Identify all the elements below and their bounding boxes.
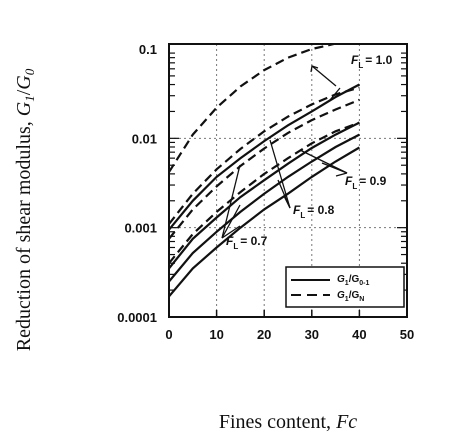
x-tick-label: 0 [165,327,172,342]
series-g0-1-07 [169,146,360,298]
x-tick-label: 40 [352,327,366,342]
annotation-arrows [221,65,348,239]
legend-box [285,266,405,308]
annotation-fl09: FL = 0.9 [345,174,387,191]
y-tick-label: 0.001 [124,221,157,236]
arrow-fl10-head [310,65,319,73]
series-g0-1-08 [169,133,360,283]
y-tick-label: 0.0001 [117,310,157,325]
x-tick-label: 10 [209,327,223,342]
legend-label-g0-1: G1/G0-1 [337,274,369,287]
legend-label-gn: G1/GN [337,290,364,303]
curves [169,44,360,298]
plot-frame [168,43,408,318]
arrow-fl07-b [221,204,241,239]
y-tick-label: 0.01 [132,131,157,146]
series-g0-1-10 [169,83,360,231]
arrow-fl07-c [221,225,241,239]
arrow-fl09-c [335,172,348,177]
x-tick-label: 50 [400,327,414,342]
arrow-fl08-c [283,195,291,209]
series-gn-08 [169,98,360,240]
arrow-fl10 [311,65,337,87]
y-axis-title: Reduction of shear modulus, G1/G0 [13,68,37,351]
arrow-fl08-a [269,139,291,209]
annotation-fl10: FL = 1.0 [351,53,393,70]
arrow-fl07-a [221,164,241,239]
tick-labels: 0 10 20 30 40 50 0.0001 0.001 0.01 0.1 [117,42,414,342]
x-tick-label: 20 [257,327,271,342]
arrow-fl09-b [321,162,348,174]
series-gn-07 [169,121,360,264]
y-tick-label: 0.1 [139,42,157,57]
series-g0-1-09 [169,121,360,270]
x-tick-label: 30 [305,327,319,342]
x-axis-title: Fines content, Fc [219,411,357,433]
annotation-fl07: FL = 0.7 [226,234,268,251]
legend: G1/G0-1 G1/GN [285,266,405,308]
series-gn-10 [169,44,341,173]
annotation-fl08: FL = 0.8 [293,203,335,220]
arrow-fl10b [329,87,341,101]
series-gn-09 [169,86,360,225]
